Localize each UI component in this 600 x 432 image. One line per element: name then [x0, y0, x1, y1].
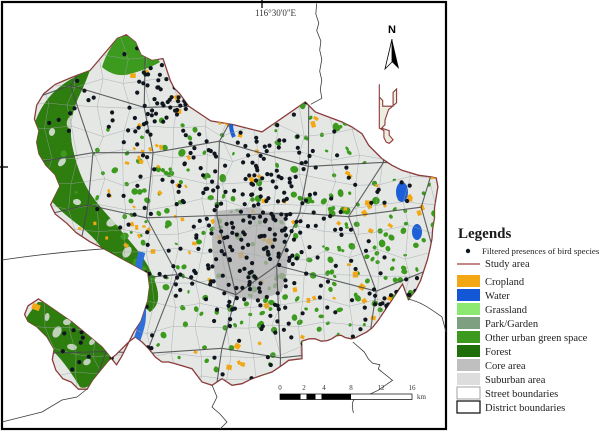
svg-text:Park/Garden: Park/Garden — [485, 319, 539, 330]
svg-text:2: 2 — [302, 384, 306, 392]
svg-text:Legends: Legends — [458, 226, 512, 242]
svg-text:Study area: Study area — [485, 259, 530, 270]
svg-text:Grassland: Grassland — [485, 305, 528, 316]
svg-text:Street boundaries: Street boundaries — [485, 389, 558, 400]
svg-text:Cropland: Cropland — [485, 277, 525, 288]
svg-text:Core area: Core area — [485, 361, 526, 372]
svg-text:8: 8 — [349, 384, 353, 392]
svg-text:16: 16 — [409, 384, 417, 392]
svg-text:Suburban area: Suburban area — [485, 375, 546, 386]
svg-text:0: 0 — [278, 384, 282, 392]
svg-text:km: km — [417, 393, 427, 401]
svg-text:Filtered presences of bird spe: Filtered presences of bird species — [482, 246, 600, 256]
svg-text:Other urban green space: Other urban green space — [485, 333, 588, 344]
svg-text:4: 4 — [322, 384, 326, 392]
svg-text:12: 12 — [378, 384, 386, 392]
svg-text:Forest: Forest — [485, 347, 511, 358]
svg-text:District boundaries: District boundaries — [485, 403, 565, 414]
svg-text:Water: Water — [485, 291, 510, 302]
svg-text:N: N — [388, 24, 396, 36]
svg-text:116°30'0"E: 116°30'0"E — [255, 8, 297, 18]
